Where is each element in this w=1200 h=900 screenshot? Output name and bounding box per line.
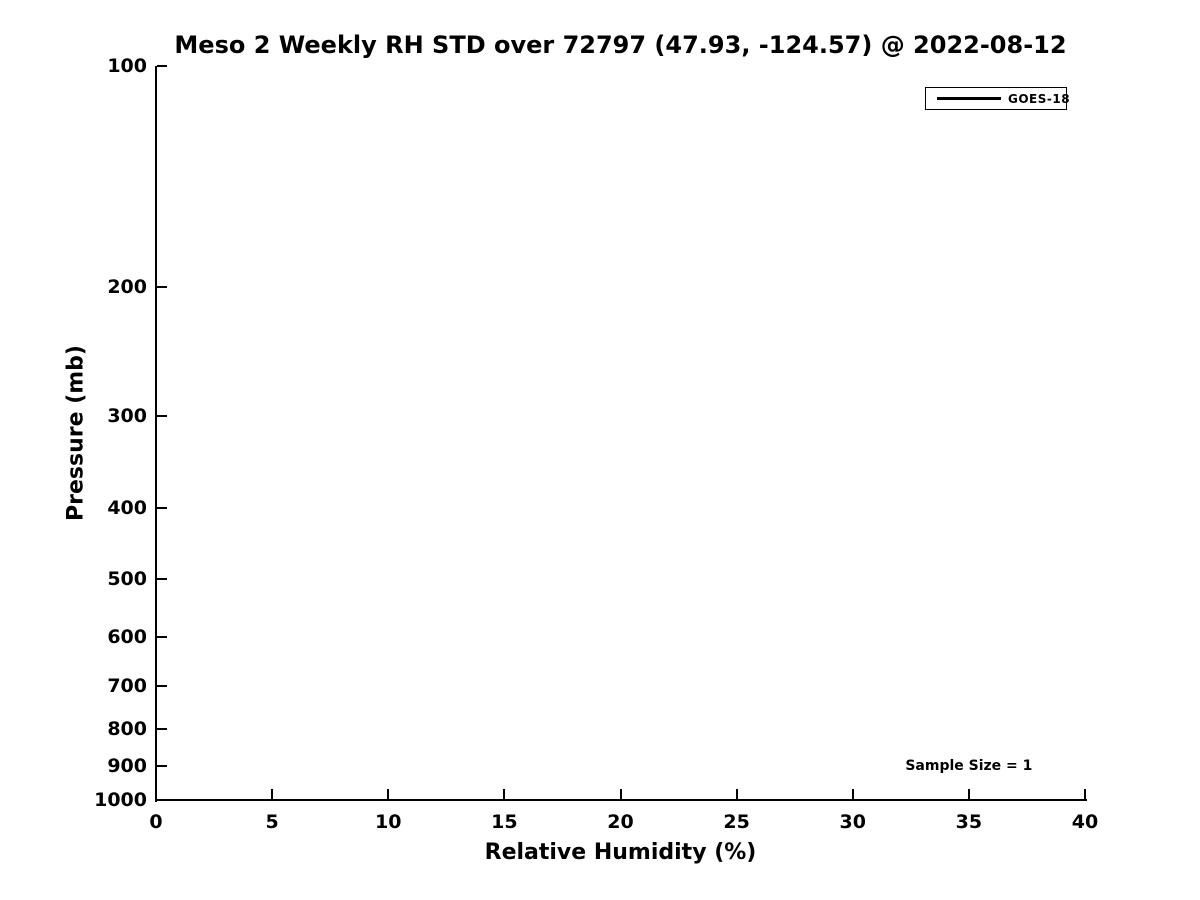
y-tick-label: 400 [107, 496, 147, 519]
y-tick-mark [157, 685, 167, 688]
chart-title: Meso 2 Weekly RH STD over 72797 (47.93, … [174, 31, 1067, 59]
x-tick-label: 30 [839, 811, 866, 833]
y-tick-mark [157, 636, 167, 639]
y-tick-mark [157, 65, 167, 67]
legend-label: GOES-18 [1008, 91, 1071, 106]
y-tick-mark [157, 506, 167, 509]
y-axis-label: Pressure (mb) [63, 345, 89, 521]
x-axis-spine [155, 799, 1087, 801]
x-tick-mark [1084, 789, 1086, 799]
y-tick-mark [157, 415, 167, 418]
x-tick-mark [155, 789, 157, 799]
x-tick-mark [619, 789, 622, 799]
x-tick-label: 0 [149, 811, 163, 833]
legend-line-sample-icon [937, 96, 1001, 101]
plot-area [156, 66, 1085, 800]
x-tick-label: 5 [265, 811, 279, 833]
x-tick-mark [387, 789, 390, 799]
x-tick-label: 35 [955, 811, 983, 833]
x-tick-mark [271, 789, 274, 799]
y-tick-mark [157, 799, 167, 801]
x-tick-label: 15 [491, 811, 518, 833]
y-tick-label: 800 [107, 717, 147, 740]
x-tick-label: 25 [723, 811, 750, 833]
x-tick-label: 10 [375, 811, 402, 833]
sample-size-annotation: Sample Size = 1 [905, 758, 1033, 775]
y-tick-label: 200 [107, 275, 147, 298]
y-tick-label: 300 [107, 405, 147, 428]
y-tick-mark [157, 727, 167, 730]
legend: GOES-18 [925, 87, 1071, 110]
y-tick-label: 500 [107, 568, 147, 591]
y-tick-mark [157, 285, 167, 288]
x-tick-mark [503, 789, 506, 799]
y-tick-label: 700 [107, 675, 147, 698]
y-tick-label: 1000 [94, 789, 147, 811]
y-tick-mark [157, 765, 167, 768]
y-axis-spine [155, 66, 157, 802]
y-tick-mark [157, 578, 167, 581]
x-axis-label: Relative Humidity (%) [484, 840, 757, 865]
x-tick-label: 40 [1071, 811, 1099, 833]
y-tick-label: 600 [107, 626, 147, 649]
x-tick-mark [967, 789, 970, 799]
x-tick-mark [851, 789, 854, 799]
x-tick-mark [735, 789, 738, 799]
x-tick-label: 20 [607, 811, 634, 833]
y-tick-label: 900 [107, 755, 147, 778]
y-tick-label: 100 [107, 55, 147, 77]
